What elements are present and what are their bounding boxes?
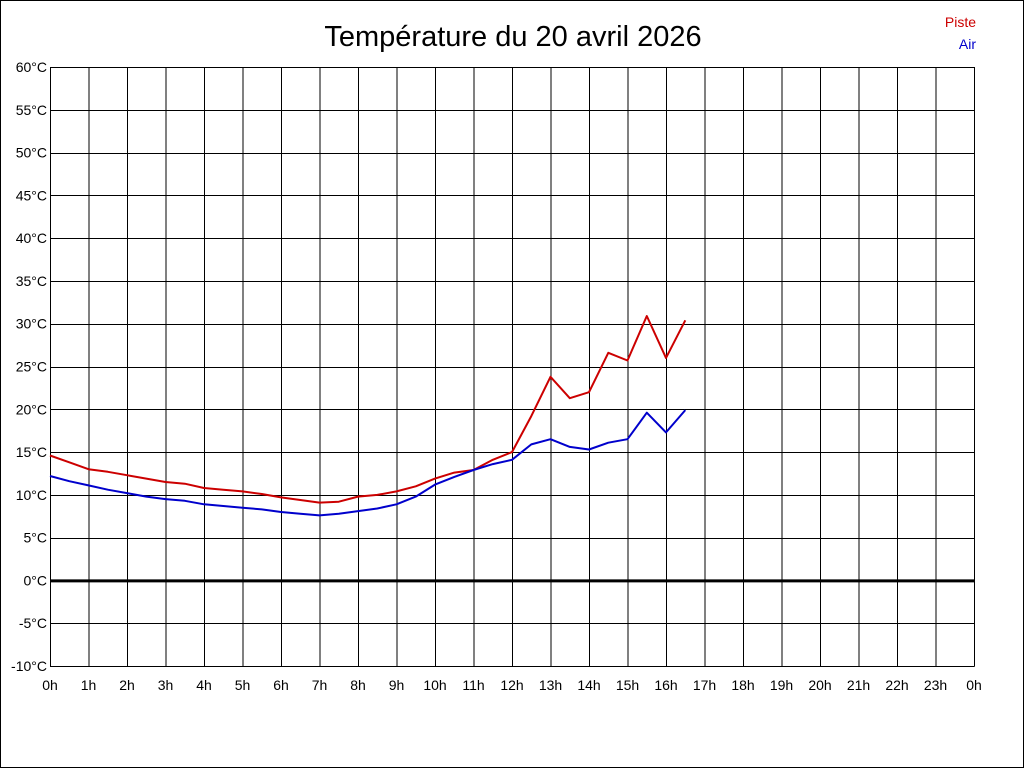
x-tick-label: 8h — [350, 677, 366, 693]
legend-item-piste: Piste — [945, 14, 976, 30]
series-layer — [49, 315, 687, 517]
x-tick-label: 7h — [312, 677, 328, 693]
x-axis-ticks: 0h 1h 2h 3h 4h 5h 6h 7h 8h 9h 10h 11h 12h 13h 14h 15h 16… — [42, 677, 982, 693]
x-tick-label: 23h — [924, 677, 947, 693]
x-tick-label: 21h — [847, 677, 870, 693]
y-tick-label: 35°C — [16, 273, 47, 289]
x-tick-label: 11h — [462, 677, 484, 693]
x-tick-label: 1h — [81, 677, 97, 693]
x-tick-label: 18h — [731, 677, 754, 693]
x-tick-label: 13h — [539, 677, 562, 693]
y-tick-label: 25°C — [16, 359, 47, 375]
x-tick-label: 20h — [808, 677, 831, 693]
grid — [50, 67, 975, 667]
y-tick-label: 15°C — [16, 444, 47, 460]
legend-item-air: Air — [959, 36, 976, 52]
x-tick-label: 15h — [616, 677, 639, 693]
y-tick-label: 30°C — [16, 316, 47, 332]
x-tick-label: 16h — [654, 677, 677, 693]
y-tick-label: -5°C — [19, 615, 47, 631]
x-tick-label: 0h — [42, 677, 58, 693]
y-tick-label: 45°C — [16, 187, 47, 203]
x-tick-label: 4h — [196, 677, 212, 693]
y-tick-label: 20°C — [16, 401, 47, 417]
x-tick-label: 22h — [885, 677, 908, 693]
series-line-air — [49, 409, 687, 517]
x-tick-label: 0h — [966, 677, 982, 693]
y-tick-label: 50°C — [16, 145, 47, 161]
x-tick-label: 10h — [423, 677, 446, 693]
legend: Piste Air — [945, 14, 976, 52]
x-tick-label: 12h — [500, 677, 523, 693]
y-tick-label: 10°C — [16, 487, 47, 503]
x-tick-label: 9h — [389, 677, 405, 693]
chart-title: Température du 20 avril 2026 — [324, 21, 701, 53]
y-tick-label: 55°C — [16, 102, 47, 118]
x-tick-label: 17h — [693, 677, 716, 693]
x-tick-label: 6h — [273, 677, 289, 693]
y-tick-label: -10°C — [11, 658, 47, 674]
x-tick-label: 14h — [577, 677, 600, 693]
y-tick-label: 60°C — [16, 59, 47, 75]
x-tick-label: 2h — [119, 677, 135, 693]
y-tick-label: 0°C — [24, 572, 48, 588]
y-axis-ticks: 60°C 55°C 50°C 45°C 40°C 35°C 30°C 25°C 20°C 15°C… — [11, 59, 47, 674]
y-tick-label: 40°C — [16, 230, 47, 246]
series-line-piste — [49, 315, 687, 504]
x-tick-label: 3h — [158, 677, 174, 693]
x-tick-label: 5h — [235, 677, 251, 693]
x-tick-label: 19h — [770, 677, 793, 693]
y-tick-label: 5°C — [24, 530, 48, 546]
